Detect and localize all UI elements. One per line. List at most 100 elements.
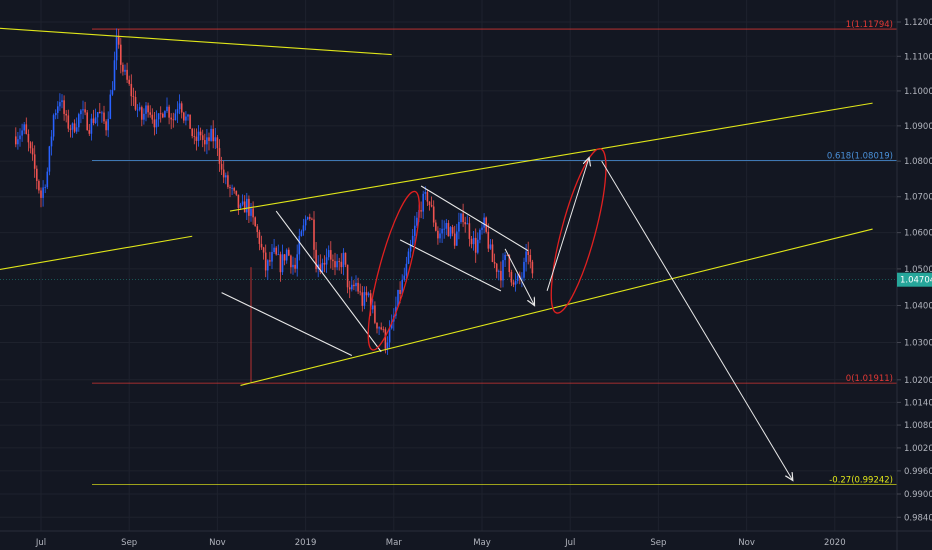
x-tick-label: 2019: [295, 538, 317, 548]
trendline: [399, 239, 502, 292]
candle-body: [460, 213, 462, 222]
candle-body: [113, 60, 116, 91]
candle-body: [269, 260, 271, 262]
candle-body: [180, 103, 183, 113]
candle-body: [229, 187, 231, 189]
highlight-ellipses[interactable]: [358, 144, 616, 353]
trendline: [420, 185, 529, 252]
candle-body: [124, 69, 126, 72]
candle-body: [409, 245, 412, 252]
candle-body: [388, 328, 391, 343]
candle-body: [516, 275, 519, 281]
candle-body: [346, 264, 349, 288]
candle-body: [260, 243, 263, 248]
candle-body: [29, 142, 32, 149]
fib-retracement[interactable]: 1(1.11794) 0.618(1.08019) 0(1.01911) -0.27(…: [0, 20, 897, 486]
candle-body: [458, 221, 460, 232]
candle-body: [147, 105, 149, 113]
candle-body: [290, 255, 292, 268]
candle-body: [407, 251, 410, 264]
candle-body: [338, 261, 340, 262]
candle-body: [325, 257, 328, 265]
last-price-label: 1.04704: [900, 276, 932, 286]
candle-body: [235, 190, 238, 195]
candle-body: [464, 222, 466, 225]
candle-body: [155, 119, 158, 128]
candle-body: [216, 137, 219, 149]
candle-body: [481, 227, 483, 230]
candle-body: [302, 225, 305, 232]
candle-body: [267, 260, 269, 271]
candle-body: [42, 187, 44, 198]
projection-arrows[interactable]: [504, 158, 793, 481]
candle-body: [178, 103, 181, 110]
y-tick-label: 1.08000: [904, 157, 932, 167]
candle-body: [27, 134, 30, 143]
candle-body: [334, 261, 336, 268]
candle-body: [271, 252, 273, 262]
candle-body: [54, 112, 57, 116]
candle-body: [304, 219, 307, 226]
candle-body: [101, 112, 103, 114]
trendlines[interactable]: [0, 27, 873, 386]
candle-body: [372, 305, 374, 310]
candle-body: [107, 118, 109, 131]
candle-body: [294, 264, 296, 269]
candle-body: [189, 114, 191, 129]
candle-body: [130, 83, 133, 97]
candle-body: [134, 96, 137, 110]
x-tick-label: May: [473, 538, 491, 548]
candle-body: [277, 254, 280, 256]
candle-body: [96, 112, 99, 118]
candle-body: [502, 260, 504, 281]
candle-body: [176, 109, 179, 114]
candle-body: [374, 305, 376, 323]
candle-body: [48, 146, 51, 172]
candle-body: [44, 187, 46, 188]
candle-body: [514, 280, 517, 285]
candle-body: [451, 227, 454, 234]
x-tick-label: 2020: [824, 538, 846, 548]
candle-body: [120, 44, 122, 65]
candle-body: [61, 100, 63, 103]
y-tick-label: 1.09000: [904, 122, 932, 132]
candle-body: [443, 228, 445, 230]
candle-body: [103, 112, 105, 122]
candle-body: [237, 194, 240, 208]
candle-body: [168, 106, 170, 118]
candle-body: [138, 107, 141, 110]
candle-body: [380, 327, 382, 330]
candle-body: [292, 264, 294, 268]
candle-body: [243, 201, 246, 213]
candle-body: [212, 128, 214, 142]
candle-body: [479, 229, 481, 240]
candle-body: [376, 322, 378, 329]
candle-body: [323, 262, 326, 265]
highlight-ellipse: [550, 147, 607, 314]
candle-body: [470, 238, 473, 245]
candle-body: [397, 289, 399, 307]
candle-body: [109, 94, 112, 119]
candle-body: [468, 223, 471, 239]
candle-body: [342, 252, 345, 268]
candle-body: [185, 116, 187, 121]
candle-body: [300, 231, 303, 236]
candle-body: [435, 222, 437, 231]
candle-body: [256, 226, 259, 233]
candle-body: [132, 96, 135, 98]
candle-body: [525, 251, 527, 262]
candle-body: [414, 225, 416, 236]
candle-body: [94, 117, 97, 123]
candle-body: [92, 118, 95, 123]
candle-body: [193, 136, 196, 137]
candle-body: [428, 201, 431, 205]
candle-body: [117, 36, 120, 45]
candle-body: [187, 114, 189, 117]
candle-body: [46, 171, 49, 188]
candle-body: [315, 249, 317, 270]
candle-body: [50, 136, 53, 147]
candle-body: [111, 90, 114, 95]
